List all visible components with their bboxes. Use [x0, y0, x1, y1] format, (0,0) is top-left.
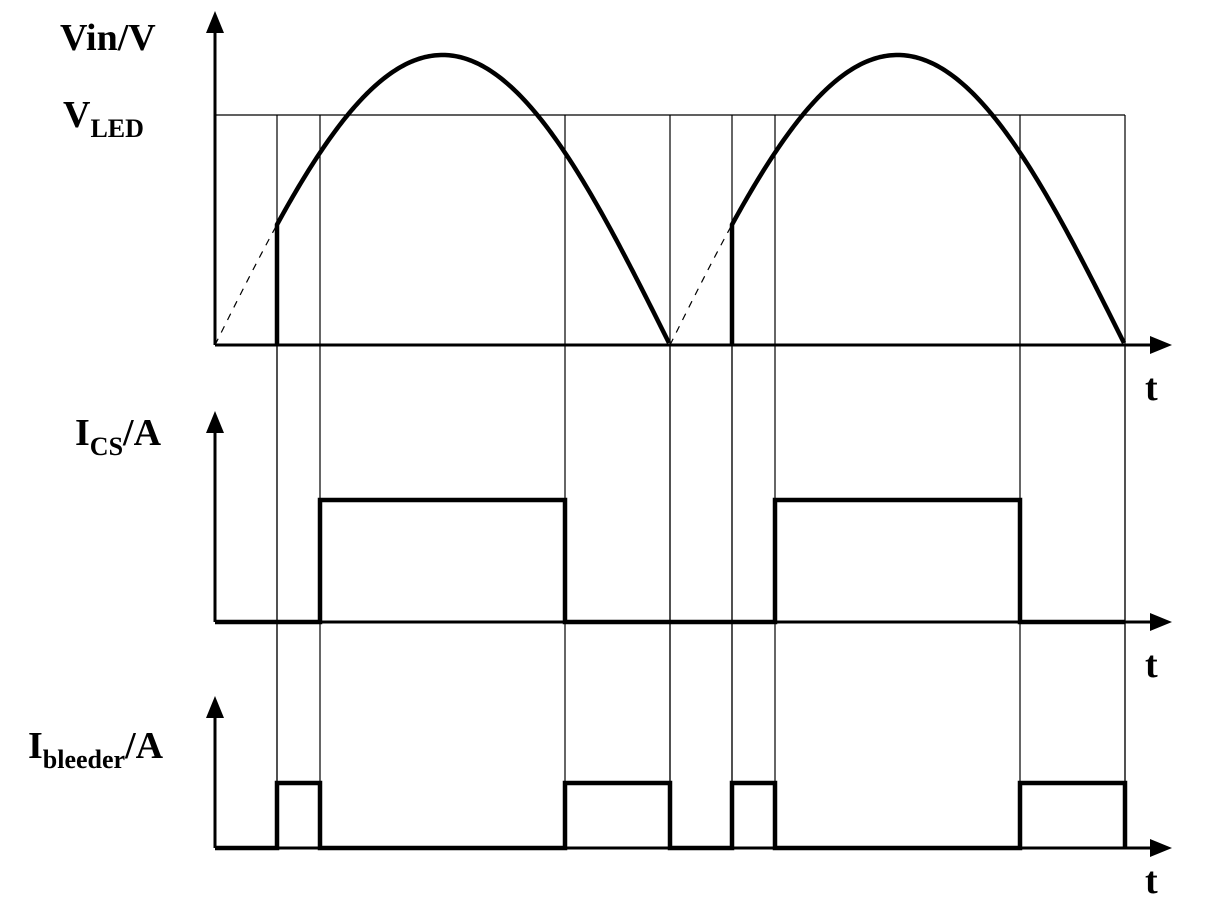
timing-diagram: Vin/V VLED ICS/A Ibleeder/A t t t: [0, 0, 1213, 898]
plot2-y-label: ICS/A: [75, 412, 162, 461]
plot3-x-label: t: [1145, 860, 1158, 898]
plot1-x-label: t: [1145, 367, 1158, 409]
plot2-x-label: t: [1145, 644, 1158, 686]
vled-label: VLED: [63, 94, 144, 143]
plot1-y-label: Vin/V: [60, 17, 156, 59]
plot3-y-label: Ibleeder/A: [28, 725, 164, 774]
